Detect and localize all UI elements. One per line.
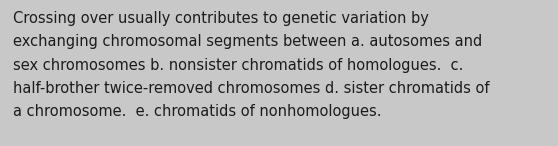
Text: exchanging chromosomal segments between a. autosomes and: exchanging chromosomal segments between …	[13, 34, 482, 49]
Text: half-brother twice-removed chromosomes d. sister chromatids of: half-brother twice-removed chromosomes d…	[13, 81, 489, 96]
Text: Crossing over usually contributes to genetic variation by: Crossing over usually contributes to gen…	[13, 11, 429, 26]
Text: a chromosome.  e. chromatids of nonhomologues.: a chromosome. e. chromatids of nonhomolo…	[13, 104, 382, 119]
Text: sex chromosomes b. nonsister chromatids of homologues.  c.: sex chromosomes b. nonsister chromatids …	[13, 58, 463, 73]
